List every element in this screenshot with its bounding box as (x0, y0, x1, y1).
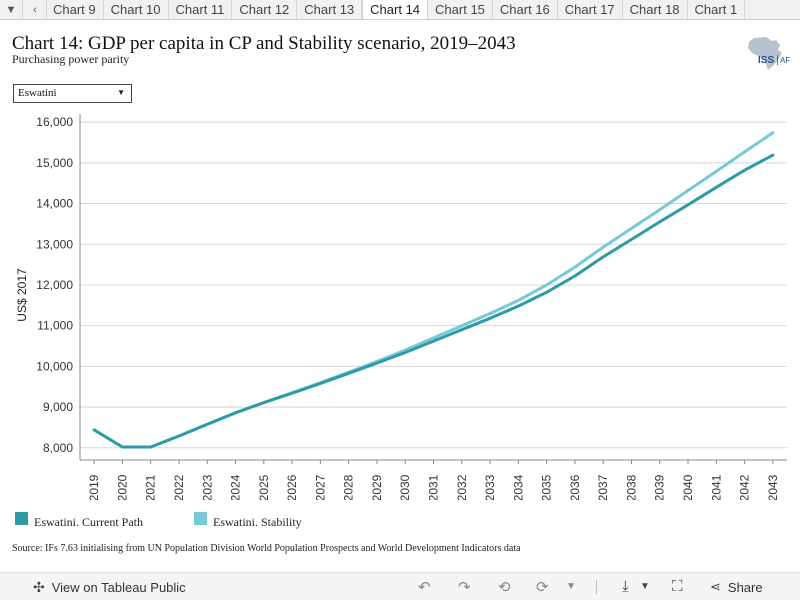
x-tick-label: 2028 (342, 474, 356, 500)
legend-label-current-path: Eswatini. Current Path (34, 514, 143, 529)
chevron-left-icon: ‹ (33, 3, 37, 16)
x-tick-label: 2033 (483, 474, 497, 500)
x-tick-label: 2025 (257, 474, 271, 500)
redo-icon[interactable]: ↷ (458, 579, 471, 596)
x-tick-label: 2032 (455, 474, 469, 500)
caret-down-icon: ▼ (117, 88, 125, 97)
y-tick-label: 8,000 (43, 441, 73, 455)
y-tick-label: 14,000 (36, 197, 73, 211)
tab-chart-18[interactable]: Chart 18 (623, 0, 688, 19)
download-icon[interactable]: ⤓ (622, 578, 629, 595)
legend-item-stability[interactable]: Eswatini. Stability (194, 510, 302, 529)
y-tick-label: 12,000 (36, 278, 73, 292)
x-tick-label: 2042 (738, 474, 752, 500)
share-button[interactable]: ⋖ Share (710, 579, 763, 595)
x-tick-label: 2019 (87, 474, 101, 500)
fullscreen-icon[interactable]: ⛶ (672, 578, 683, 595)
refresh-menu-caret-icon[interactable]: ▼ (566, 581, 576, 592)
x-tick-label: 2036 (568, 474, 582, 500)
logo-divider (777, 55, 778, 65)
logo-text: ISS (758, 55, 774, 66)
x-tick-label: 2024 (229, 474, 243, 500)
chart-title: Chart 14: GDP per capita in CP and Stabi… (12, 33, 516, 54)
share-label: Share (727, 579, 763, 595)
x-tick-label: 2020 (115, 474, 129, 500)
undo-icon[interactable]: ↶ (418, 579, 431, 596)
tab-chart-9[interactable]: Chart 9 (46, 0, 104, 19)
africa-map-shape (748, 37, 782, 70)
toolbar-separator (596, 580, 597, 594)
series-line-current-path[interactable] (92, 153, 775, 449)
tab-chart-1[interactable]: Chart 1 (688, 0, 746, 19)
tableau-toolbar: ✣ View on Tableau Public ↶ ↷ ⟲ ⟳ ▼ ⤓ ▼ ⛶… (0, 572, 800, 600)
y-axis-title: US$ 2017 (15, 268, 29, 322)
tab-chart-15[interactable]: Chart 15 (428, 0, 493, 19)
refresh-icon[interactable]: ⟳ (536, 579, 549, 596)
tab-chart-12[interactable]: Chart 12 (232, 0, 298, 19)
source-note: Source: IFs 7.63 initialising from UN Po… (12, 543, 521, 554)
tab-chart-16[interactable]: Chart 16 (493, 0, 558, 19)
country-filter-dropdown[interactable]: Eswatini ▼ (13, 84, 132, 103)
x-tick-label: 2027 (313, 474, 327, 500)
tab-chart-10[interactable]: Chart 10 (104, 0, 169, 19)
tab-list: Chart 9 Chart 10 Chart 11 Chart 12 Chart 13 C… (46, 0, 746, 19)
revert-icon[interactable]: ⟲ (498, 579, 511, 596)
tab-bar: ▼ ‹ Chart 9 Chart 10 Chart 11 Chart 12 Chart… (0, 0, 800, 20)
x-tick-label: 2031 (427, 474, 441, 500)
x-tick-label: 2022 (172, 474, 186, 500)
x-tick-label: 2030 (398, 474, 412, 500)
x-tick-label: 2043 (766, 474, 780, 500)
x-tick-label: 2039 (653, 474, 667, 500)
iss-africa-logo: ISS AF (740, 36, 792, 72)
x-tick-label: 2038 (624, 474, 638, 500)
x-tick-label: 2029 (370, 474, 384, 500)
tab-menu-button[interactable]: ▼ (0, 0, 23, 19)
x-tick-label: 2021 (144, 474, 158, 500)
tab-scroll-left-button[interactable]: ‹ (24, 0, 47, 19)
y-tick-label: 13,000 (36, 237, 73, 251)
logo-suffix: AF (780, 56, 790, 65)
legend-item-current-path[interactable]: Eswatini. Current Path (15, 510, 143, 529)
legend-swatch-current-path (15, 511, 28, 525)
chart-subtitle: Purchasing power parity (12, 52, 130, 66)
tab-chart-17[interactable]: Chart 17 (558, 0, 623, 19)
x-tick-label: 2037 (596, 474, 610, 500)
x-tick-label: 2023 (200, 474, 214, 500)
tab-chart-11[interactable]: Chart 11 (169, 0, 233, 19)
legend-swatch-stability (194, 511, 207, 525)
legend-label-stability: Eswatini. Stability (213, 514, 302, 529)
caret-down-icon: ▼ (5, 3, 17, 16)
tab-chart-14[interactable]: Chart 14 (362, 0, 429, 19)
y-tick-label: 11,000 (37, 319, 73, 333)
x-tick-label: 2041 (709, 474, 723, 500)
share-icon: ⋖ (710, 579, 721, 594)
series-line-stability[interactable] (92, 131, 775, 449)
y-tick-label: 15,000 (36, 156, 73, 170)
y-tick-label: 10,000 (36, 359, 73, 373)
gdp-line-chart: 8,000 9,000 10,000 11,000 12,000 13,000 14,000… (15, 114, 787, 500)
tableau-logo-icon: ✣ (33, 579, 45, 595)
x-tick-label: 2035 (540, 474, 554, 500)
x-tick-label: 2040 (681, 474, 695, 500)
download-menu-caret-icon[interactable]: ▼ (640, 581, 650, 592)
view-on-tableau-label: View on Tableau Public (51, 580, 186, 595)
x-tick-label: 2026 (285, 474, 299, 500)
y-tick-label: 9,000 (43, 400, 73, 414)
dropdown-selected-value: Eswatini (18, 87, 57, 99)
tab-chart-13[interactable]: Chart 13 (297, 0, 363, 19)
x-tick-label: 2034 (511, 474, 525, 500)
y-tick-label: 16,000 (36, 115, 73, 129)
view-on-tableau-link[interactable]: ✣ View on Tableau Public (33, 579, 186, 596)
